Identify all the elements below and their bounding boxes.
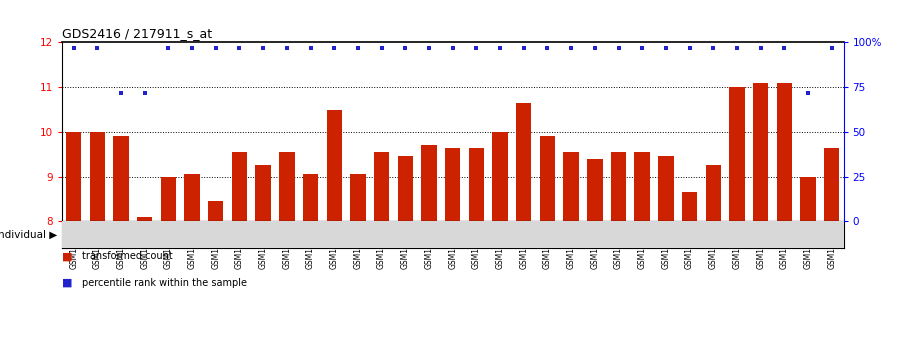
Bar <box>493 132 508 221</box>
Text: patient 7: patient 7 <box>224 232 255 238</box>
Bar <box>682 192 697 221</box>
Bar <box>397 156 413 221</box>
Bar <box>323 221 464 248</box>
Bar <box>137 217 153 221</box>
Text: patient 13: patient 13 <box>562 230 604 239</box>
Text: patient 12: patient 12 <box>514 230 557 239</box>
Bar <box>255 165 271 221</box>
Text: patient 1: patient 1 <box>66 230 105 239</box>
Bar <box>251 221 323 248</box>
Bar <box>109 221 156 248</box>
Text: patient 4: patient 4 <box>114 230 152 239</box>
Text: percentile rank within the sample: percentile rank within the sample <box>82 278 247 288</box>
Text: ■: ■ <box>62 278 75 288</box>
Bar <box>350 174 365 221</box>
Bar <box>62 221 109 248</box>
Bar <box>66 132 82 221</box>
Bar <box>303 174 318 221</box>
Bar <box>824 148 839 221</box>
Bar <box>445 148 460 221</box>
Bar <box>540 136 555 221</box>
Bar <box>156 221 227 248</box>
Text: patient 15: patient 15 <box>641 229 691 240</box>
Bar <box>564 152 579 221</box>
Bar <box>326 109 342 221</box>
Bar <box>606 221 725 248</box>
Text: individual ▶: individual ▶ <box>0 229 57 240</box>
Text: GDS2416 / 217911_s_at: GDS2416 / 217911_s_at <box>62 27 212 40</box>
Bar <box>374 152 389 221</box>
Text: patient 10: patient 10 <box>368 229 419 240</box>
Bar <box>232 152 247 221</box>
Text: patient 9: patient 9 <box>265 229 309 240</box>
Bar <box>185 174 200 221</box>
Bar <box>512 221 559 248</box>
Bar <box>208 201 224 221</box>
Bar <box>611 152 626 221</box>
Bar <box>114 136 129 221</box>
Bar <box>90 132 105 221</box>
Bar <box>725 221 844 248</box>
Bar <box>587 159 603 221</box>
Bar <box>279 152 295 221</box>
Bar <box>729 87 744 221</box>
Bar <box>634 152 650 221</box>
Bar <box>421 145 436 221</box>
Text: patient 11: patient 11 <box>466 230 510 239</box>
Bar <box>705 165 721 221</box>
Text: patient 6: patient 6 <box>170 229 215 240</box>
Bar <box>753 83 768 221</box>
Bar <box>559 221 606 248</box>
Bar <box>516 103 532 221</box>
Bar <box>800 177 815 221</box>
Bar <box>161 177 176 221</box>
Bar <box>227 221 251 248</box>
Text: ■: ■ <box>62 251 75 261</box>
Bar <box>776 83 792 221</box>
Bar <box>469 148 484 221</box>
Text: transformed count: transformed count <box>82 251 173 261</box>
Bar <box>464 221 512 248</box>
Text: patient 16: patient 16 <box>759 229 810 240</box>
Bar <box>658 156 674 221</box>
